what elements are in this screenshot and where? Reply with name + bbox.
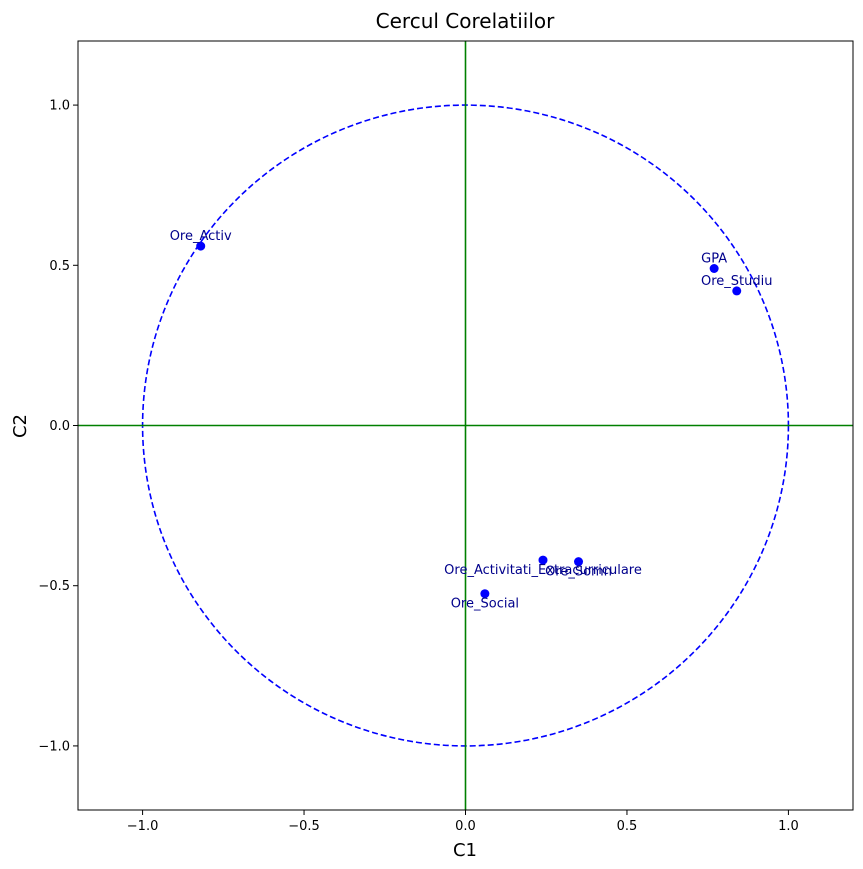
chart-title: Cercul Corelatiilor	[376, 9, 555, 33]
y-tick-label: −1.0	[38, 739, 70, 754]
data-point-label: Ore_Studiu	[701, 274, 772, 289]
x-tick-label: 0.0	[455, 819, 476, 834]
y-tick-label: 1.0	[49, 99, 70, 114]
x-tick-label: −1.0	[127, 819, 159, 834]
plot-area: Ore_Activ GPA Ore_Studiu Ore_Activitati_Ext…	[78, 41, 853, 810]
data-point	[196, 241, 206, 251]
data-point	[574, 557, 584, 567]
y-tick-label: −0.5	[38, 579, 70, 594]
x-tick-label: −0.5	[288, 819, 320, 834]
data-point-label: Ore_Activ	[170, 229, 232, 244]
y-tick-label: 0.5	[49, 259, 70, 274]
data-point	[709, 263, 719, 273]
x-axis: −1.0 −0.5 0.0 0.5 1.0	[127, 810, 799, 834]
x-axis-label: C1	[453, 840, 477, 861]
x-tick-label: 0.5	[617, 819, 638, 834]
data-point	[732, 286, 742, 296]
data-point-label: Ore_Somn	[545, 565, 612, 580]
data-point	[538, 555, 548, 565]
data-point-label: GPA	[701, 251, 727, 266]
y-axis: 1.0 0.5 0.0 −0.5 −1.0	[38, 99, 78, 754]
data-point-label: Ore_Activitati_Extracurriculare	[444, 563, 642, 578]
data-point-label: Ore_Social	[451, 597, 519, 612]
y-axis-label: C2	[10, 414, 31, 438]
x-tick-label: 1.0	[778, 819, 799, 834]
y-tick-label: 0.0	[49, 419, 70, 434]
data-point	[480, 589, 490, 599]
